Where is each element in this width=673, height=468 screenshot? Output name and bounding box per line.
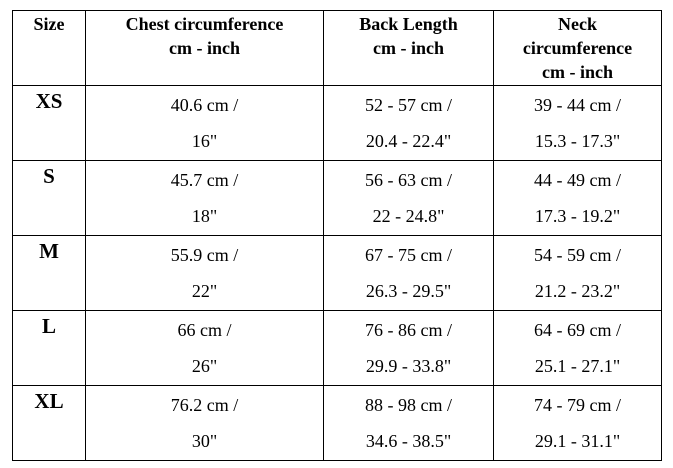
measure-cell: 45.7 cm / 18" <box>85 160 324 236</box>
table-header: Size Chest circumference cm - inch Back Len… <box>12 10 662 86</box>
cell-line: 39 - 44 cm / <box>534 95 621 115</box>
size-cell: M <box>12 235 86 311</box>
header-row: Size Chest circumference cm - inch Back Len… <box>12 10 662 86</box>
cell-line: cm - inch <box>542 62 613 82</box>
size-cell: XL <box>12 385 86 461</box>
cell-line: 22 - 24.8" <box>372 206 445 226</box>
measure-cell: 88 - 98 cm / 34.6 - 38.5" <box>323 385 494 461</box>
cell-line: 26.3 - 29.5" <box>365 281 452 301</box>
cell-line: Neck <box>558 14 597 34</box>
table-row: L 66 cm / 26" 76 - 86 cm / 29.9 - 33.8" 64 - … <box>12 310 662 386</box>
cell-line: XL <box>34 389 64 413</box>
cell-line: 16" <box>191 131 218 151</box>
measure-cell: 64 - 69 cm / 25.1 - 27.1" <box>493 310 662 386</box>
cell-line: Chest circumference <box>125 14 284 34</box>
measure-cell: 44 - 49 cm / 17.3 - 19.2" <box>493 160 662 236</box>
measure-cell: 67 - 75 cm / 26.3 - 29.5" <box>323 235 494 311</box>
size-table: Size Chest circumference cm - inch Back Len… <box>12 10 662 461</box>
cell-line: 15.3 - 17.3" <box>534 131 621 151</box>
measure-cell: 56 - 63 cm / 22 - 24.8" <box>323 160 494 236</box>
cell-line: cm - inch <box>169 38 240 58</box>
cell-line: 21.2 - 23.2" <box>534 281 621 301</box>
table-row: XL 76.2 cm / 30" 88 - 98 cm / 34.6 - 38.5" 74… <box>12 385 662 461</box>
cell-line: 20.4 - 22.4" <box>365 131 452 151</box>
cell-line: 25.1 - 27.1" <box>534 356 621 376</box>
cell-line: 29.9 - 33.8" <box>365 356 452 376</box>
cell-line: cm - inch <box>373 38 444 58</box>
cell-line: 45.7 cm / <box>170 170 239 190</box>
cell-line: 52 - 57 cm / <box>365 95 452 115</box>
table-row: S 45.7 cm / 18" 56 - 63 cm / 22 - 24.8" 44 - … <box>12 160 662 236</box>
cell-line: 40.6 cm / <box>170 95 239 115</box>
cell-line: 29.1 - 31.1" <box>534 431 621 451</box>
measure-cell: 55.9 cm / 22" <box>85 235 324 311</box>
cell-line: Size <box>33 14 65 34</box>
cell-line: 66 cm / <box>177 320 232 340</box>
cell-line: M <box>39 239 59 263</box>
cell-line: 30" <box>191 431 218 451</box>
measure-cell: 66 cm / 26" <box>85 310 324 386</box>
cell-line: circumference <box>522 38 633 58</box>
measure-cell: 76.2 cm / 30" <box>85 385 324 461</box>
header-cell: Neck circumference cm - inch <box>493 10 662 86</box>
cell-line: 55.9 cm / <box>170 245 239 265</box>
size-cell: S <box>12 160 86 236</box>
table-body: XS 40.6 cm / 16" 52 - 57 cm / 20.4 - 22.4" 39… <box>12 85 662 461</box>
cell-line: 64 - 69 cm / <box>534 320 621 340</box>
cell-line: 34.6 - 38.5" <box>365 431 452 451</box>
cell-line: 56 - 63 cm / <box>365 170 452 190</box>
cell-line: 22" <box>191 281 218 301</box>
measure-cell: 54 - 59 cm / 21.2 - 23.2" <box>493 235 662 311</box>
cell-line: 54 - 59 cm / <box>534 245 621 265</box>
cell-line: 44 - 49 cm / <box>534 170 621 190</box>
cell-line: 17.3 - 19.2" <box>534 206 621 226</box>
cell-line: S <box>43 164 55 188</box>
measure-cell: 40.6 cm / 16" <box>85 85 324 161</box>
cell-line: 74 - 79 cm / <box>534 395 621 415</box>
cell-line: 76.2 cm / <box>170 395 239 415</box>
header-cell: Back Length cm - inch <box>323 10 494 86</box>
size-cell: L <box>12 310 86 386</box>
cell-line: 67 - 75 cm / <box>365 245 452 265</box>
cell-line: L <box>41 314 56 338</box>
cell-line: Back Length <box>359 14 458 34</box>
cell-line: 18" <box>191 206 218 226</box>
cell-line: 76 - 86 cm / <box>365 320 452 340</box>
header-cell: Chest circumference cm - inch <box>85 10 324 86</box>
measure-cell: 52 - 57 cm / 20.4 - 22.4" <box>323 85 494 161</box>
measure-cell: 76 - 86 cm / 29.9 - 33.8" <box>323 310 494 386</box>
measure-cell: 39 - 44 cm / 15.3 - 17.3" <box>493 85 662 161</box>
size-cell: XS <box>12 85 86 161</box>
measure-cell: 74 - 79 cm / 29.1 - 31.1" <box>493 385 662 461</box>
cell-line: 88 - 98 cm / <box>365 395 452 415</box>
table-row: XS 40.6 cm / 16" 52 - 57 cm / 20.4 - 22.4" 39… <box>12 85 662 161</box>
cell-line: 26" <box>191 356 218 376</box>
cell-line: XS <box>35 89 63 113</box>
header-cell: Size <box>12 10 86 86</box>
table-row: M 55.9 cm / 22" 67 - 75 cm / 26.3 - 29.5" 54 … <box>12 235 662 311</box>
